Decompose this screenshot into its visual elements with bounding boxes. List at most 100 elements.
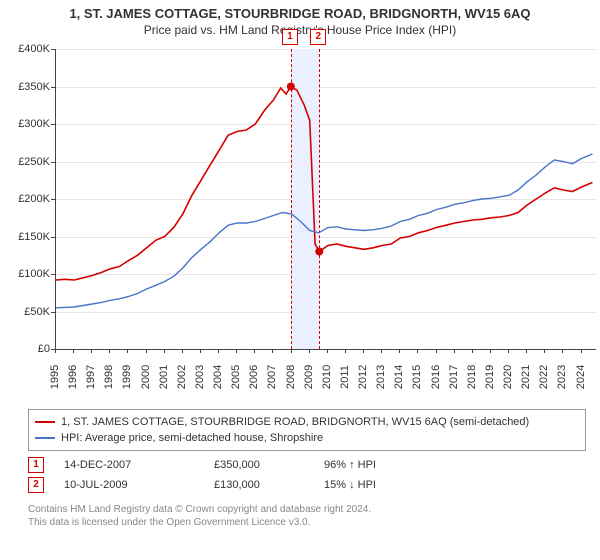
x-axis-label: 2011 xyxy=(339,359,351,395)
x-axis-label: 2003 xyxy=(194,359,206,395)
x-axis-label: 1999 xyxy=(121,359,133,395)
x-axis-label: 2018 xyxy=(466,359,478,395)
x-tick-mark xyxy=(164,349,165,353)
x-tick-mark xyxy=(490,349,491,353)
x-tick-mark xyxy=(345,349,346,353)
series-lines xyxy=(56,49,596,349)
x-axis-label: 2013 xyxy=(375,359,387,395)
y-tick-mark xyxy=(51,124,55,125)
y-tick-mark xyxy=(51,312,55,313)
footer: Contains HM Land Registry data © Crown c… xyxy=(28,503,592,529)
chart-container: 1, ST. JAMES COTTAGE, STOURBRIDGE ROAD, … xyxy=(0,0,600,529)
y-tick-mark xyxy=(51,87,55,88)
x-axis-label: 2015 xyxy=(411,359,423,395)
marker-dot xyxy=(315,248,323,256)
transaction-pct: 96% ↑ HPI xyxy=(324,459,454,471)
plot-region xyxy=(55,49,596,350)
marker-dot xyxy=(287,83,295,91)
x-tick-mark xyxy=(381,349,382,353)
y-axis-label: £0 xyxy=(0,343,50,355)
x-tick-mark xyxy=(218,349,219,353)
x-tick-mark xyxy=(417,349,418,353)
x-tick-mark xyxy=(55,349,56,353)
x-axis-label: 2021 xyxy=(520,359,532,395)
legend-swatch-red xyxy=(35,421,55,423)
x-tick-mark xyxy=(472,349,473,353)
x-tick-mark xyxy=(291,349,292,353)
x-axis-label: 2009 xyxy=(303,359,315,395)
x-tick-mark xyxy=(327,349,328,353)
chart-title: 1, ST. JAMES COTTAGE, STOURBRIDGE ROAD, … xyxy=(0,6,600,21)
x-axis-label: 2000 xyxy=(140,359,152,395)
series-hpi xyxy=(56,154,592,308)
x-tick-mark xyxy=(109,349,110,353)
transaction-row: 2 10-JUL-2009 £130,000 15% ↓ HPI xyxy=(28,475,592,495)
x-tick-mark xyxy=(581,349,582,353)
x-axis-label: 2006 xyxy=(248,359,260,395)
marker-badge-1: 1 xyxy=(28,457,44,473)
transaction-pct: 15% ↓ HPI xyxy=(324,479,454,491)
legend-text-property: 1, ST. JAMES COTTAGE, STOURBRIDGE ROAD, … xyxy=(61,416,529,428)
x-tick-mark xyxy=(200,349,201,353)
chart-subtitle: Price paid vs. HM Land Registry's House … xyxy=(0,23,600,37)
x-axis-label: 2001 xyxy=(158,359,170,395)
legend-text-hpi: HPI: Average price, semi-detached house,… xyxy=(61,432,323,444)
y-tick-mark xyxy=(51,49,55,50)
transaction-date: 10-JUL-2009 xyxy=(64,479,214,491)
y-tick-mark xyxy=(51,274,55,275)
chart-area: £0£50K£100K£150K£200K£250K£300K£350K£400… xyxy=(0,37,600,407)
x-axis-label: 2004 xyxy=(212,359,224,395)
x-tick-mark xyxy=(508,349,509,353)
x-axis-label: 1997 xyxy=(85,359,97,395)
x-axis-label: 2016 xyxy=(430,359,442,395)
x-axis-label: 2014 xyxy=(393,359,405,395)
transaction-rows: 1 14-DEC-2007 £350,000 96% ↑ HPI 2 10-JU… xyxy=(28,455,592,495)
marker-badge-2: 2 xyxy=(28,477,44,493)
x-tick-mark xyxy=(254,349,255,353)
x-tick-mark xyxy=(182,349,183,353)
x-tick-mark xyxy=(309,349,310,353)
marker-flag-2: 2 xyxy=(310,29,326,45)
marker-flag-1: 1 xyxy=(282,29,298,45)
x-tick-mark xyxy=(363,349,364,353)
x-axis-label: 2019 xyxy=(484,359,496,395)
x-axis-label: 2023 xyxy=(556,359,568,395)
legend-row-property: 1, ST. JAMES COTTAGE, STOURBRIDGE ROAD, … xyxy=(35,414,579,430)
x-tick-mark xyxy=(73,349,74,353)
x-axis-label: 2024 xyxy=(575,359,587,395)
x-tick-mark xyxy=(272,349,273,353)
series-property xyxy=(56,87,592,281)
x-tick-mark xyxy=(146,349,147,353)
legend-swatch-blue xyxy=(35,437,55,439)
x-tick-mark xyxy=(454,349,455,353)
x-tick-mark xyxy=(127,349,128,353)
x-axis-label: 2017 xyxy=(448,359,460,395)
x-tick-mark xyxy=(399,349,400,353)
x-axis-label: 2012 xyxy=(357,359,369,395)
x-axis-label: 2008 xyxy=(285,359,297,395)
legend: 1, ST. JAMES COTTAGE, STOURBRIDGE ROAD, … xyxy=(28,409,586,451)
footer-line1: Contains HM Land Registry data © Crown c… xyxy=(28,503,592,516)
transaction-price: £130,000 xyxy=(214,479,324,491)
y-axis-label: £150K xyxy=(0,231,50,243)
y-axis-label: £350K xyxy=(0,81,50,93)
x-axis-label: 1998 xyxy=(103,359,115,395)
y-axis-label: £200K xyxy=(0,193,50,205)
x-axis-label: 2022 xyxy=(538,359,550,395)
y-axis-label: £50K xyxy=(0,306,50,318)
x-tick-mark xyxy=(236,349,237,353)
x-tick-mark xyxy=(526,349,527,353)
footer-line2: This data is licensed under the Open Gov… xyxy=(28,516,592,529)
y-tick-mark xyxy=(51,237,55,238)
y-axis-label: £300K xyxy=(0,118,50,130)
x-axis-label: 2007 xyxy=(266,359,278,395)
x-axis-label: 1995 xyxy=(49,359,61,395)
x-tick-mark xyxy=(562,349,563,353)
title-block: 1, ST. JAMES COTTAGE, STOURBRIDGE ROAD, … xyxy=(0,0,600,37)
x-axis-label: 2005 xyxy=(230,359,242,395)
x-axis-label: 1996 xyxy=(67,359,79,395)
legend-row-hpi: HPI: Average price, semi-detached house,… xyxy=(35,430,579,446)
y-axis-label: £250K xyxy=(0,156,50,168)
x-axis-label: 2010 xyxy=(321,359,333,395)
x-tick-mark xyxy=(91,349,92,353)
